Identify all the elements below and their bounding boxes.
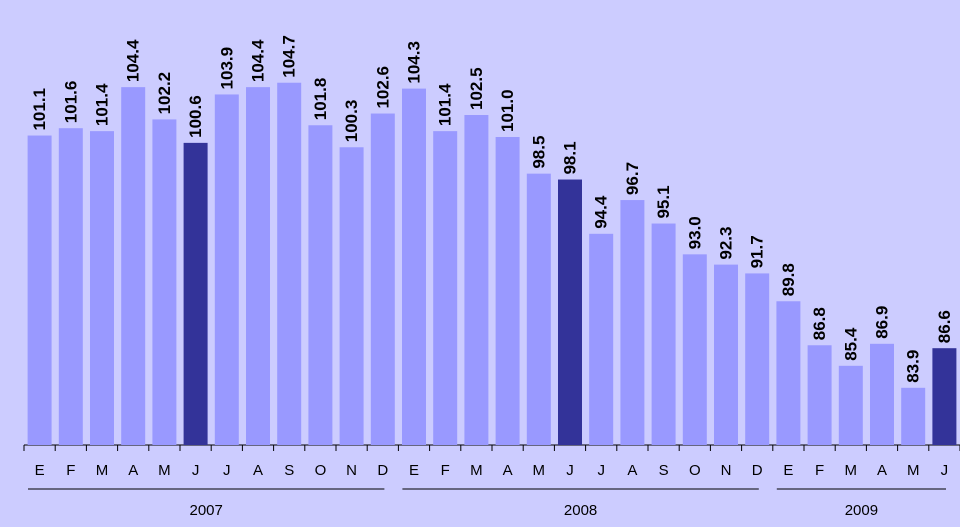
value-label: 101.4 [436,83,455,126]
bar [58,128,83,445]
bar [402,88,426,445]
x-tick-label: S [284,462,294,479]
bar [714,264,738,445]
bar [433,131,458,445]
bar [838,365,863,445]
value-label: 101.4 [92,83,111,126]
x-tick-label: M [845,462,858,479]
bar [277,82,302,445]
x-tick-label: M [470,462,483,479]
x-tick-label: M [533,462,546,479]
value-label: 103.9 [217,47,236,90]
bar [776,301,801,445]
value-label: 86.8 [810,307,829,340]
x-tick-label: N [346,462,357,479]
value-label: 89.8 [779,263,798,296]
x-tick-label: A [627,462,637,479]
bar [901,387,926,445]
x-tick-label: E [409,462,419,479]
value-label: 98.1 [560,141,579,174]
group-label: 2009 [845,502,878,519]
bar [214,94,239,445]
value-label: 102.6 [373,66,392,109]
value-label: 86.6 [935,310,954,343]
x-tick-label: M [907,462,920,479]
value-label: 86.9 [872,306,891,339]
value-label: 104.4 [124,39,143,82]
x-tick-label: S [659,462,669,479]
bar [183,142,208,445]
bar [870,343,894,445]
bar [526,173,551,445]
value-label: 85.4 [841,327,860,361]
value-label: 104.4 [248,39,267,82]
x-tick-label: F [441,462,450,479]
value-label: 101.8 [311,78,330,121]
bar [370,113,395,446]
x-tick-label: A [503,462,513,479]
value-label: 102.5 [467,67,486,110]
value-label: 102.2 [155,72,174,115]
x-tick-label: N [721,462,732,479]
x-tick-label: J [566,462,574,479]
x-tick-label: A [128,462,138,479]
x-tick-label: F [66,462,75,479]
x-tick-label: J [941,462,949,479]
x-tick-label: A [253,462,263,479]
bar [464,115,489,445]
bar [932,348,957,445]
x-tick-label: E [783,462,793,479]
value-label: 100.6 [186,95,205,138]
bar [27,135,52,446]
bar [807,345,832,445]
value-label: 92.3 [716,227,735,260]
bar [339,147,364,445]
group-label: 2007 [190,502,223,519]
bar [246,87,270,445]
x-tick-label: J [223,462,231,479]
value-label: 95.1 [654,185,673,218]
value-label: 83.9 [904,350,923,383]
value-label: 98.5 [529,136,548,169]
bar [745,273,770,445]
bar [682,254,707,445]
bar [620,200,645,445]
value-label: 104.3 [404,41,423,84]
value-label: 94.4 [592,195,611,229]
bar [308,125,333,446]
value-label: 101.6 [61,81,80,124]
x-tick-label: A [877,462,887,479]
x-tick-label: J [192,462,200,479]
bar [495,137,520,445]
value-label: 104.7 [280,35,299,78]
value-label: 93.0 [685,216,704,249]
value-label: 96.7 [623,162,642,195]
bar [651,223,676,445]
x-tick-label: D [752,462,763,479]
x-tick-label: O [315,462,327,479]
x-tick-label: M [96,462,109,479]
bar [152,119,177,446]
x-tick-label: M [158,462,171,479]
value-label: 100.3 [342,100,361,143]
bar [90,131,114,445]
value-label: 91.7 [748,235,767,268]
value-label: 101.1 [30,88,49,131]
x-tick-label: J [597,462,605,479]
bar [589,233,614,445]
x-tick-label: D [377,462,388,479]
x-tick-label: E [35,462,45,479]
group-label: 2008 [564,502,597,519]
bar [121,87,146,445]
value-label: 101.0 [498,89,517,132]
bar [558,179,582,446]
x-tick-label: O [689,462,701,479]
x-tick-label: F [815,462,824,479]
